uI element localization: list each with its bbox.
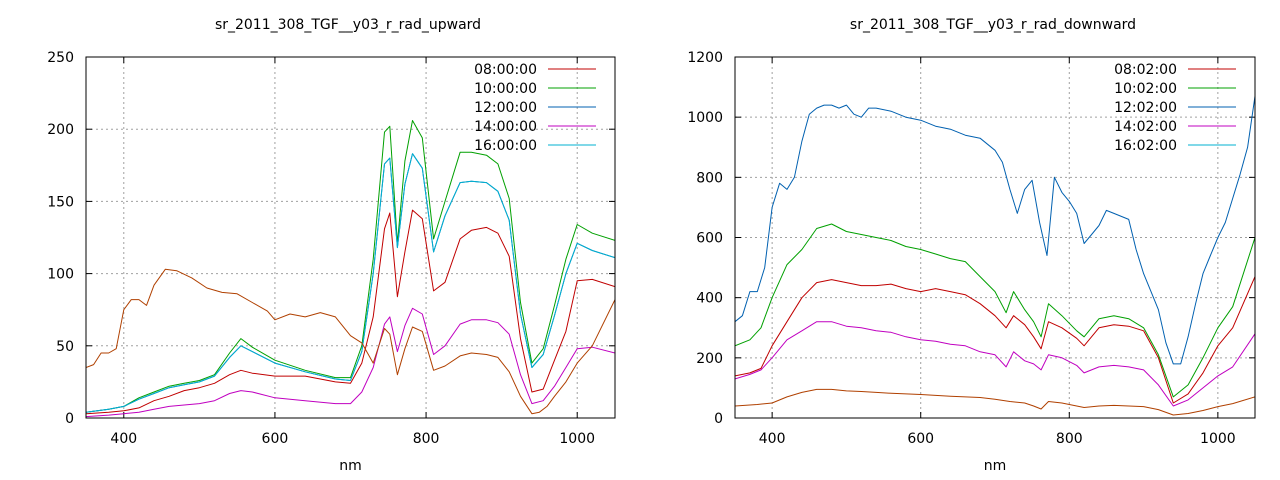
series-line-120000 [86, 153, 615, 413]
x-tick-label: 400 [110, 431, 137, 447]
legend-label: 10:02:00 [1114, 81, 1177, 97]
chart-1: sr_2011_308_TGF__y03_r_rad_upward 0 50 100 1… [47, 17, 616, 474]
series-line-unlabeled [735, 388, 1255, 416]
y-tick-label: 600 [696, 231, 723, 247]
legend-label: 12:02:00 [1114, 100, 1177, 116]
y-tick-label: 0 [714, 411, 723, 427]
y-tick-label: 200 [47, 122, 74, 138]
y-tick-label: 400 [696, 291, 723, 307]
y-tick-label: 1000 [687, 110, 723, 126]
legend-label: 08:02:00 [1114, 62, 1177, 78]
y-tick-label: 250 [47, 50, 74, 66]
legend-label: 08:00:00 [474, 62, 537, 78]
y-tick-label: 1200 [687, 50, 723, 66]
y-tick-label: 200 [696, 351, 723, 367]
legend-label: 14:02:00 [1114, 119, 1177, 135]
series-line-140000 [86, 307, 615, 418]
legend-label: 12:00:00 [474, 100, 537, 116]
x-tick-label: 600 [262, 431, 289, 447]
plot-frame [734, 56, 1256, 419]
x-tick-label: 800 [413, 431, 440, 447]
legend-label: 16:02:00 [1114, 138, 1177, 154]
series-line-unlabeled [86, 268, 615, 415]
series-line-080000 [86, 209, 615, 415]
y-tick-label: 800 [696, 170, 723, 186]
legend-label: 16:00:00 [474, 138, 537, 154]
x-axis-label: nm [984, 458, 1007, 474]
legend-label: 10:00:00 [474, 81, 537, 97]
x-tick-label: 800 [1056, 431, 1083, 447]
y-tick-label: 150 [47, 194, 74, 210]
series-line-100200 [735, 223, 1255, 398]
x-tick-label: 1000 [559, 431, 595, 447]
x-tick-label: 1000 [1200, 431, 1236, 447]
x-tick-label: 600 [907, 431, 934, 447]
x-tick-label: 400 [759, 431, 786, 447]
series-line-100000 [86, 120, 615, 413]
x-axis-label: nm [339, 458, 362, 474]
y-tick-label: 100 [47, 267, 74, 283]
series-line-160000 [86, 153, 615, 413]
chart-title: sr_2011_308_TGF__y03_r_rad_downward [850, 17, 1136, 33]
y-tick-label: 50 [56, 339, 74, 355]
y-tick-label: 0 [65, 411, 74, 427]
series-line-120200 [735, 96, 1255, 365]
series-line-140200 [735, 321, 1255, 407]
chart-title: sr_2011_308_TGF__y03_r_rad_upward [215, 17, 481, 33]
series-line-080200 [735, 276, 1255, 404]
chart-2: sr_2011_308_TGF__y03_r_rad_downward 0 200 4… [687, 17, 1256, 474]
legend-label: 14:00:00 [474, 119, 537, 135]
plot-frame [85, 56, 616, 419]
